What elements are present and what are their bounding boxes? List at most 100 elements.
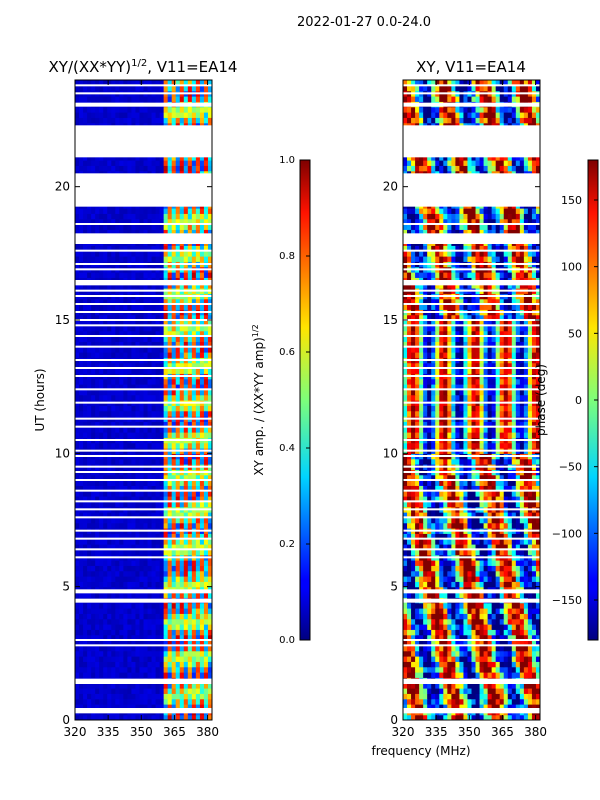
heatmap-cell	[131, 330, 137, 337]
heatmap-cell	[171, 490, 177, 497]
heatmap-cell	[175, 106, 181, 113]
heatmap-cell	[171, 117, 177, 124]
heatmap-cell	[147, 576, 153, 582]
heatmap-cell	[119, 560, 124, 566]
heatmap-cell	[143, 245, 149, 252]
heatmap-cell	[507, 592, 513, 598]
heatmap-cell	[143, 218, 149, 225]
heatmap-cell	[163, 480, 169, 486]
heatmap-cell	[171, 272, 177, 278]
heatmap-cell	[111, 501, 116, 508]
heatmap-cell	[75, 538, 80, 545]
heatmap-cell	[135, 282, 141, 289]
heatmap-cell	[151, 565, 157, 572]
heatmap-cell	[147, 384, 153, 390]
heatmap-cell	[95, 693, 100, 700]
heatmap-cell	[139, 533, 145, 540]
heatmap-cell	[91, 485, 96, 492]
heatmap-cell	[75, 112, 80, 118]
heatmap-cell	[135, 581, 141, 588]
heatmap-cell	[75, 325, 80, 332]
heatmap-cell	[175, 341, 181, 348]
heatmap-cell	[175, 544, 181, 550]
heatmap-cell	[91, 432, 96, 438]
heatmap-cell	[131, 501, 137, 508]
heatmap-cell	[155, 85, 161, 92]
heatmap-cell	[203, 698, 209, 705]
heatmap-cell	[127, 245, 133, 252]
heatmap-cell	[163, 330, 169, 337]
heatmap-cell	[139, 405, 145, 412]
left-heatmap	[75, 80, 212, 720]
heatmap-cell	[95, 629, 100, 636]
heatmap-cell	[175, 645, 181, 652]
heatmap-cell	[203, 346, 209, 353]
heatmap-cell	[79, 640, 84, 646]
heatmap-cell	[99, 624, 104, 630]
heatmap-cell	[107, 341, 112, 348]
heatmap-cell	[139, 224, 145, 230]
heatmap-cell	[519, 608, 525, 614]
heatmap-cell	[195, 688, 201, 694]
heatmap-cell	[95, 613, 100, 620]
heatmap-cell	[119, 256, 124, 262]
heatmap-cell	[79, 544, 84, 550]
heatmap-cell	[151, 538, 157, 545]
heatmap-cell	[103, 581, 108, 588]
heatmap-cell	[171, 218, 177, 225]
heatmap-cell	[119, 634, 124, 641]
heatmap-cell	[107, 245, 112, 252]
heatmap-cell	[83, 576, 88, 582]
heatmap-cell	[111, 256, 116, 262]
heatmap-cell	[203, 112, 209, 118]
heatmap-cell	[475, 629, 481, 636]
heatmap-cell	[191, 602, 197, 609]
heatmap-cell	[111, 602, 116, 609]
heatmap-cell	[95, 565, 100, 572]
heatmap-cell	[435, 693, 440, 700]
heatmap-cell	[139, 298, 145, 305]
heatmap-cell	[179, 96, 185, 102]
heatmap-cell	[135, 714, 141, 720]
heatmap-cell	[487, 618, 493, 625]
heatmap-cell	[79, 634, 84, 641]
heatmap-cell	[479, 592, 485, 598]
heatmap-cell	[415, 640, 420, 646]
heatmap-cell	[119, 538, 124, 545]
heatmap-cell	[167, 368, 173, 374]
heatmap-cell	[207, 80, 212, 86]
heatmap-cell	[131, 522, 137, 529]
heatmap-cell	[139, 634, 145, 641]
heatmap-cell	[123, 512, 128, 518]
heatmap-cell	[119, 368, 124, 374]
heatmap-cell	[151, 672, 157, 678]
data-gap-line	[75, 465, 212, 468]
heatmap-cell	[103, 672, 108, 678]
heatmap-cell	[91, 565, 96, 572]
heatmap-cell	[143, 704, 149, 710]
heatmap-cell	[107, 490, 112, 497]
heatmap-cell	[171, 650, 177, 657]
heatmap-cell	[171, 512, 177, 518]
heatmap-cell	[91, 714, 96, 720]
heatmap-cell	[123, 570, 128, 577]
heatmap-cell	[91, 112, 96, 118]
heatmap-cell	[159, 714, 165, 720]
heatmap-cell	[187, 106, 193, 113]
heatmap-cell	[515, 645, 521, 652]
heatmap-cell	[203, 645, 209, 652]
heatmap-cell	[519, 629, 525, 636]
heatmap-cell	[203, 458, 209, 465]
heatmap-cell	[159, 85, 165, 92]
heatmap-cell	[499, 650, 505, 657]
heatmap-cell	[123, 218, 128, 225]
heatmap-cell	[139, 218, 145, 225]
heatmap-cell	[155, 320, 161, 326]
heatmap-cell	[527, 704, 533, 710]
heatmap-cell	[179, 634, 185, 641]
heatmap-cell	[207, 426, 212, 433]
heatmap-cell	[455, 650, 461, 657]
heatmap-cell	[99, 645, 104, 652]
heatmap-cell	[91, 368, 96, 374]
